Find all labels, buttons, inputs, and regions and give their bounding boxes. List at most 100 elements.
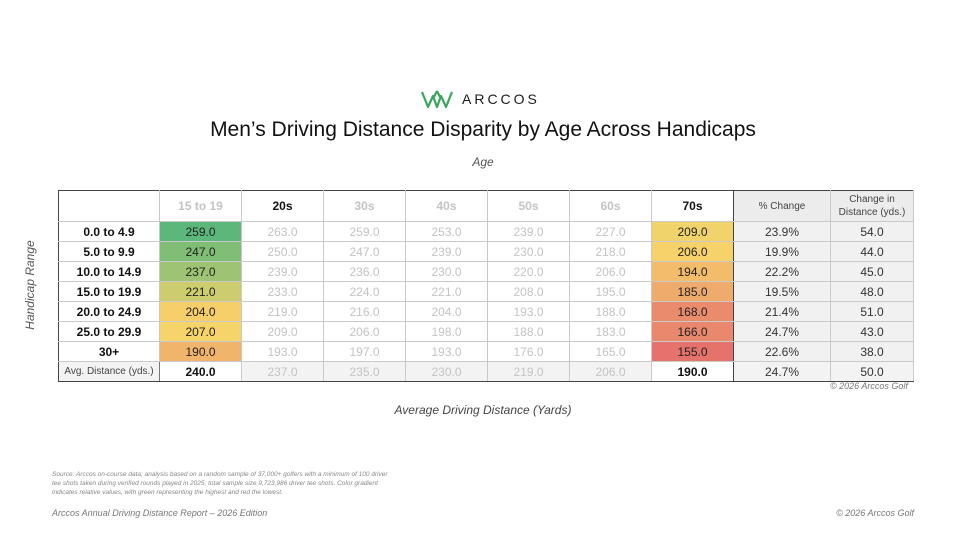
value-cell: 237.0 [159, 261, 242, 282]
row-label: 0.0 to 4.9 [58, 221, 160, 242]
column-header: Change in Distance (yds.) [830, 190, 914, 222]
footer-copyright: © 2026 Arccos Golf [836, 508, 914, 518]
average-cell: 206.0 [569, 361, 652, 382]
average-cell: 240.0 [159, 361, 242, 382]
distance-table: 15 to 19 20s 30s 40s 50s 60s 70s% Change Change… [58, 190, 914, 382]
average-cell: 50.0 [830, 361, 914, 382]
value-cell: 168.0 [651, 301, 734, 322]
value-cell: 259.0 [159, 221, 242, 242]
value-cell: 221.0 [405, 281, 488, 302]
row-label: 25.0 to 29.9 [58, 321, 160, 342]
row-label: 5.0 to 9.9 [58, 241, 160, 262]
row-label: 15.0 to 19.9 [58, 281, 160, 302]
value-cell: 239.0 [487, 221, 570, 242]
brand-name: ARCCOS [462, 91, 540, 107]
value-cell: 220.0 [487, 261, 570, 282]
value-cell: 206.0 [323, 321, 406, 342]
average-row: Avg. Distance (yds.) 240.0 237.0 235.0 230.0… [58, 361, 914, 382]
crown-icon [420, 90, 454, 109]
value-cell: 230.0 [405, 261, 488, 282]
value-cell: 24.7% [733, 321, 831, 342]
average-cell: 190.0 [651, 361, 734, 382]
value-cell: 23.9% [733, 221, 831, 242]
average-cell: 24.7% [733, 361, 831, 382]
value-cell: 209.0 [241, 321, 324, 342]
value-cell: 250.0 [241, 241, 324, 262]
value-cell: 197.0 [323, 341, 406, 362]
table-row: 0.0 to 4.9 259.0 263.0 259.0 253.0 239.0 227.0… [58, 221, 914, 242]
value-cell: 188.0 [569, 301, 652, 322]
value-cell: 21.4% [733, 301, 831, 322]
value-cell: 166.0 [651, 321, 734, 342]
column-header: 70s [651, 190, 734, 222]
value-cell: 22.6% [733, 341, 831, 362]
value-cell: 193.0 [405, 341, 488, 362]
value-cell: 193.0 [487, 301, 570, 322]
value-cell: 198.0 [405, 321, 488, 342]
value-cell: 19.9% [733, 241, 831, 262]
row-label: 30+ [58, 341, 160, 362]
average-cell: 235.0 [323, 361, 406, 382]
value-cell: 165.0 [569, 341, 652, 362]
column-header: 20s [241, 190, 324, 222]
table-row: 10.0 to 14.9 237.0 239.0 236.0 230.0 220.0 206… [58, 261, 914, 282]
table-header-row: 15 to 19 20s 30s 40s 50s 60s 70s% Change Change… [58, 190, 914, 222]
value-cell: 176.0 [487, 341, 570, 362]
value-cell: 45.0 [830, 261, 914, 282]
value-cell: 190.0 [159, 341, 242, 362]
table-row: 25.0 to 29.9 207.0 209.0 206.0 198.0 188.0 183… [58, 321, 914, 342]
average-label: Avg. Distance (yds.) [58, 361, 160, 382]
table-row: 30+ 190.0 193.0 197.0 193.0 176.0 165.0 155.0 22… [58, 341, 914, 362]
age-label: Age [472, 155, 494, 169]
value-cell: 206.0 [651, 241, 734, 262]
value-cell: 194.0 [651, 261, 734, 282]
value-cell: 44.0 [830, 241, 914, 262]
value-cell: 233.0 [241, 281, 324, 302]
table-copyright: © 2026 Arccos Golf [830, 381, 908, 391]
value-cell: 206.0 [569, 261, 652, 282]
average-cell: 219.0 [487, 361, 570, 382]
value-cell: 239.0 [405, 241, 488, 262]
value-cell: 216.0 [323, 301, 406, 322]
value-cell: 224.0 [323, 281, 406, 302]
value-cell: 236.0 [323, 261, 406, 282]
value-cell: 219.0 [241, 301, 324, 322]
table-body: 0.0 to 4.9 259.0 263.0 259.0 253.0 239.0 227.0… [58, 221, 914, 382]
average-cell: 237.0 [241, 361, 324, 382]
value-cell: 208.0 [487, 281, 570, 302]
column-header: 60s [569, 190, 652, 222]
value-cell: 247.0 [323, 241, 406, 262]
page-title: Men’s Driving Distance Disparity by Age … [210, 118, 756, 141]
value-cell: 19.5% [733, 281, 831, 302]
source-note: Source: Arccos on-course data; analysis … [52, 471, 388, 496]
column-header: 30s [323, 190, 406, 222]
y-axis-label: Handicap Range [23, 240, 37, 330]
value-cell: 204.0 [159, 301, 242, 322]
value-cell: 227.0 [569, 221, 652, 242]
value-cell: 253.0 [405, 221, 488, 242]
value-cell: 188.0 [487, 321, 570, 342]
value-cell: 230.0 [487, 241, 570, 262]
table-row: 20.0 to 24.9 204.0 219.0 216.0 204.0 193.0 188… [58, 301, 914, 322]
table-row: 15.0 to 19.9 221.0 233.0 224.0 221.0 208.0 195… [58, 281, 914, 302]
value-cell: 247.0 [159, 241, 242, 262]
value-cell: 193.0 [241, 341, 324, 362]
average-cell: 230.0 [405, 361, 488, 382]
value-cell: 195.0 [569, 281, 652, 302]
x-axis-label: Average Driving Distance (Yards) [394, 403, 572, 417]
table-row: 5.0 to 9.9 247.0 250.0 247.0 239.0 230.0 218.0… [58, 241, 914, 262]
value-cell: 218.0 [569, 241, 652, 262]
report-footer: Arccos Annual Driving Distance Report – … [52, 508, 268, 518]
column-header: 50s [487, 190, 570, 222]
value-cell: 51.0 [830, 301, 914, 322]
row-label: 20.0 to 24.9 [58, 301, 160, 322]
value-cell: 48.0 [830, 281, 914, 302]
column-header: % Change [733, 190, 831, 222]
value-cell: 38.0 [830, 341, 914, 362]
column-header: 40s [405, 190, 488, 222]
value-cell: 239.0 [241, 261, 324, 282]
arccos-logo: ARCCOS [420, 88, 540, 110]
value-cell: 209.0 [651, 221, 734, 242]
value-cell: 263.0 [241, 221, 324, 242]
value-cell: 259.0 [323, 221, 406, 242]
